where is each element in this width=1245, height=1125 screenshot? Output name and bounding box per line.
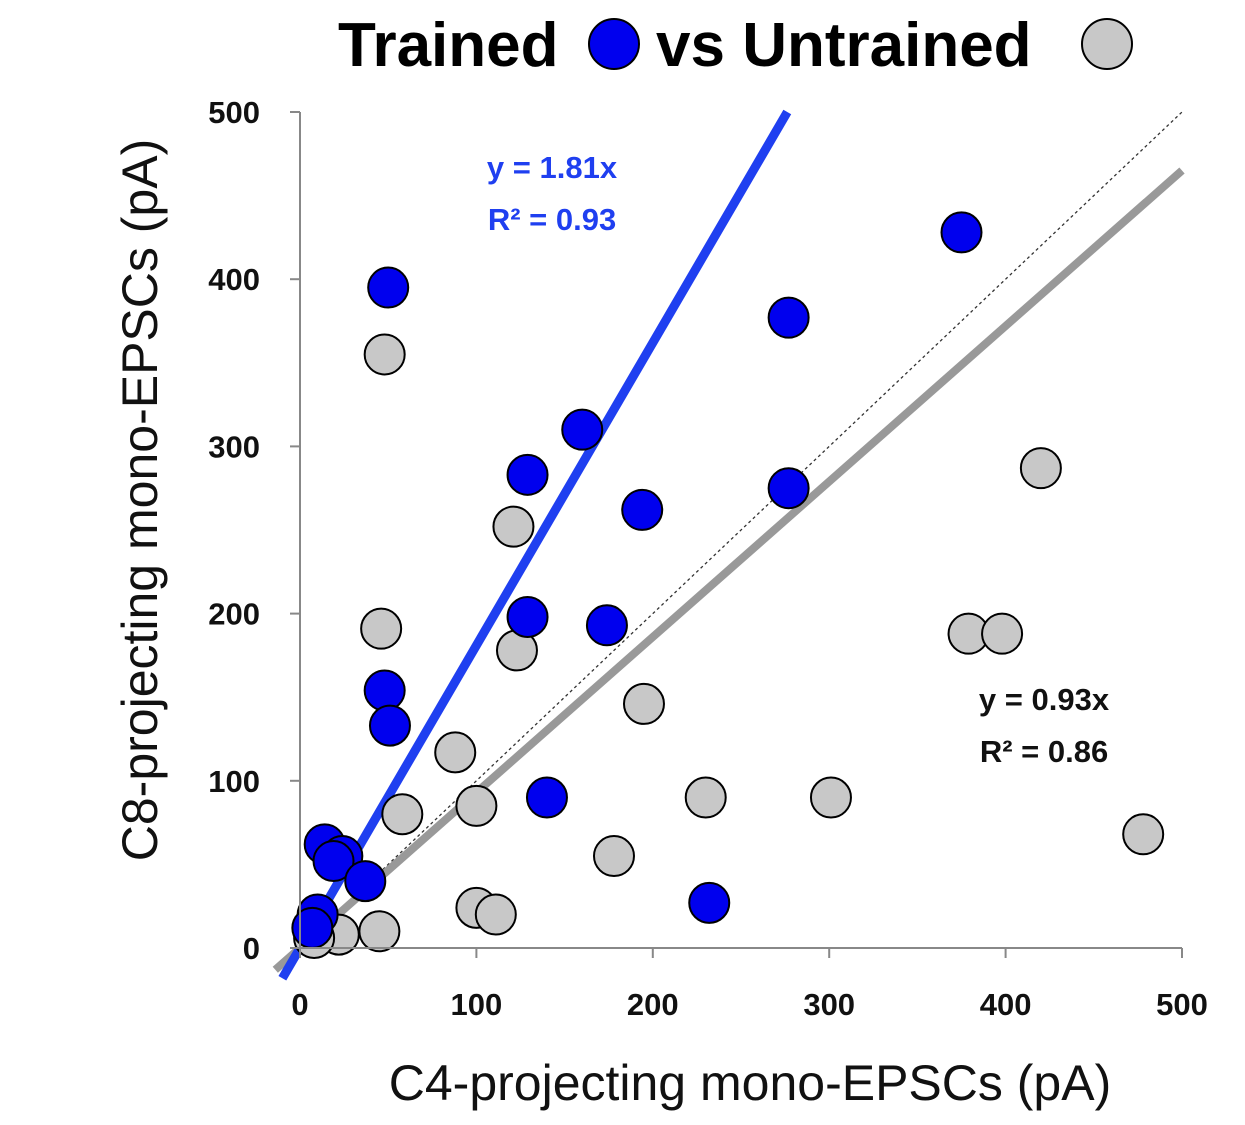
x-tick-label: 0 (291, 987, 308, 1022)
trained-data-point (767, 467, 810, 510)
untrained-data-point (592, 835, 635, 878)
ticks: 0 100 200 300 400 500 0 100 200 300 400 500 (208, 95, 1208, 1022)
trained-data-point (940, 211, 983, 254)
trained-fit-line (278, 109, 792, 981)
y-tick-label: 300 (208, 429, 260, 464)
x-tick-label: 200 (627, 987, 679, 1022)
x-axis-title: C4-projecting mono-EPSCs (pA) (389, 1055, 1112, 1111)
trained-data-point (312, 840, 355, 883)
untrained-data-point (363, 333, 406, 376)
data-points-layer (291, 211, 1165, 959)
trained-data-point (525, 776, 568, 819)
untrained-data-point (474, 893, 517, 936)
untrained-data-point (360, 607, 403, 650)
identity-reference-line (299, 111, 1183, 949)
title-untrained-label: vs Untrained (656, 11, 1032, 80)
fit-lines-layer (272, 109, 1185, 981)
chart-title: Trained vs Untrained (338, 11, 1133, 80)
untrained-data-point (381, 793, 424, 836)
trained-data-point (368, 704, 411, 747)
trained-data-point (561, 408, 604, 451)
untrained-data-point (434, 731, 477, 774)
untrained-data-point (492, 505, 535, 548)
y-tick-label: 400 (208, 262, 260, 297)
y-tick-label: 200 (208, 597, 260, 632)
untrained-data-point (1019, 447, 1062, 490)
untrained-fit-line (272, 167, 1185, 973)
untrained-data-point (1122, 813, 1165, 856)
untrained-data-point (809, 776, 852, 819)
trained-data-point (344, 860, 387, 903)
untrained-fit-equation: y = 0.93x (979, 682, 1110, 717)
untrained-data-point (684, 776, 727, 819)
y-tick-label: 500 (208, 95, 260, 130)
x-tick-label: 100 (451, 987, 503, 1022)
trained-fit-r2: R² = 0.93 (488, 202, 616, 237)
x-tick-label: 500 (1156, 987, 1208, 1022)
untrained-fit-r2: R² = 0.86 (980, 734, 1108, 769)
x-tick-label: 300 (803, 987, 855, 1022)
untrained-data-point (622, 682, 665, 725)
trained-fit-equation: y = 1.81x (487, 150, 618, 185)
y-tick-label: 100 (208, 764, 260, 799)
untrained-data-point (455, 784, 498, 827)
trained-data-point (363, 669, 406, 712)
title-untrained-marker (1081, 18, 1133, 70)
title-trained-marker (588, 18, 640, 70)
untrained-data-point (981, 612, 1024, 655)
trained-data-point (688, 881, 731, 924)
title-trained-label: Trained (338, 11, 559, 80)
trained-data-point (506, 453, 549, 496)
untrained-data-point (358, 910, 401, 953)
trained-data-point (585, 604, 628, 647)
trained-data-point (767, 296, 810, 339)
y-tick-label: 0 (243, 931, 260, 966)
trained-data-point (506, 595, 549, 638)
trained-data-point (621, 488, 664, 531)
trained-data-point (291, 906, 334, 949)
trained-data-point (367, 266, 410, 309)
y-axis-title: C8-projecting mono-EPSCs (pA) (112, 139, 168, 862)
axes (299, 112, 1182, 949)
x-tick-label: 400 (980, 987, 1032, 1022)
